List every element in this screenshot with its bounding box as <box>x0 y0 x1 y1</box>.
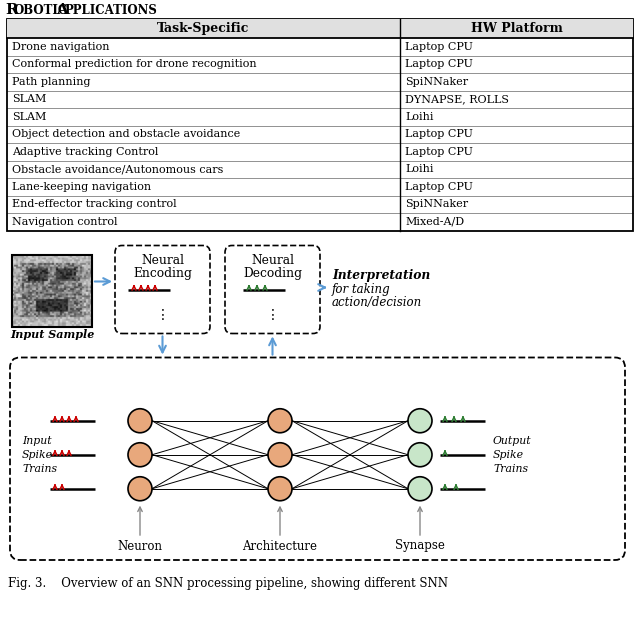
Text: Task-Specific: Task-Specific <box>157 22 250 35</box>
Text: Drone navigation: Drone navigation <box>12 42 109 52</box>
Text: Loihi: Loihi <box>405 112 433 122</box>
Text: Input
Spike
Trains: Input Spike Trains <box>22 436 57 474</box>
Circle shape <box>408 477 432 501</box>
Text: Conformal prediction for drone recognition: Conformal prediction for drone recogniti… <box>12 59 257 69</box>
Text: Path planning: Path planning <box>12 76 90 87</box>
Circle shape <box>128 409 152 433</box>
Text: OBOTIC: OBOTIC <box>13 4 67 17</box>
Circle shape <box>268 477 292 501</box>
Bar <box>12 255 92 327</box>
Text: End-effector tracking control: End-effector tracking control <box>12 199 177 209</box>
Text: Interpretation: Interpretation <box>332 269 430 282</box>
Text: Adaptive tracking Control: Adaptive tracking Control <box>12 147 158 157</box>
Text: Neural: Neural <box>141 253 184 266</box>
Text: Synapse: Synapse <box>395 539 445 552</box>
Text: Laptop CPU: Laptop CPU <box>405 147 473 157</box>
Text: Object detection and obstacle avoidance: Object detection and obstacle avoidance <box>12 129 240 139</box>
Text: Encoding: Encoding <box>133 268 192 280</box>
Bar <box>7 19 633 231</box>
Text: Lane-keeping navigation: Lane-keeping navigation <box>12 182 151 192</box>
Text: Navigation control: Navigation control <box>12 217 118 227</box>
Text: Laptop CPU: Laptop CPU <box>405 59 473 69</box>
Text: SpiNNaker: SpiNNaker <box>405 76 468 87</box>
Text: Input Sample: Input Sample <box>10 330 94 340</box>
Text: PPLICATIONS: PPLICATIONS <box>64 4 157 17</box>
Circle shape <box>268 443 292 466</box>
Text: Laptop CPU: Laptop CPU <box>405 129 473 139</box>
Circle shape <box>128 477 152 501</box>
FancyBboxPatch shape <box>115 246 210 334</box>
Text: for taking: for taking <box>332 283 390 296</box>
Text: Obstacle avoidance/Autonomous cars: Obstacle avoidance/Autonomous cars <box>12 164 223 174</box>
Circle shape <box>268 409 292 433</box>
Text: ⋮: ⋮ <box>266 307 280 322</box>
Text: SLAM: SLAM <box>12 112 46 122</box>
Text: Fig. 3.    Overview of an SNN processing pipeline, showing different SNN: Fig. 3. Overview of an SNN processing pi… <box>8 577 448 590</box>
Text: Architecture: Architecture <box>243 539 317 552</box>
Text: Decoding: Decoding <box>243 268 302 280</box>
Text: A: A <box>56 3 68 17</box>
Text: Neural: Neural <box>251 253 294 266</box>
Text: Output
Spike
Trains: Output Spike Trains <box>493 436 532 474</box>
Circle shape <box>408 409 432 433</box>
FancyBboxPatch shape <box>225 246 320 334</box>
Circle shape <box>128 443 152 466</box>
Text: SLAM: SLAM <box>12 94 46 104</box>
Text: R: R <box>5 3 18 17</box>
Bar <box>7 19 633 38</box>
Text: action/decision: action/decision <box>332 296 422 309</box>
Text: Laptop CPU: Laptop CPU <box>405 182 473 192</box>
Text: Mixed-A/D: Mixed-A/D <box>405 217 464 227</box>
Text: Neuron: Neuron <box>118 539 163 552</box>
FancyBboxPatch shape <box>10 357 625 560</box>
Text: HW Platform: HW Platform <box>470 22 563 35</box>
Text: Laptop CPU: Laptop CPU <box>405 42 473 52</box>
Text: ⋮: ⋮ <box>156 307 170 322</box>
Text: Loihi: Loihi <box>405 164 433 174</box>
Text: DYNAPSE, ROLLS: DYNAPSE, ROLLS <box>405 94 509 104</box>
Circle shape <box>408 443 432 466</box>
Text: SpiNNaker: SpiNNaker <box>405 199 468 209</box>
